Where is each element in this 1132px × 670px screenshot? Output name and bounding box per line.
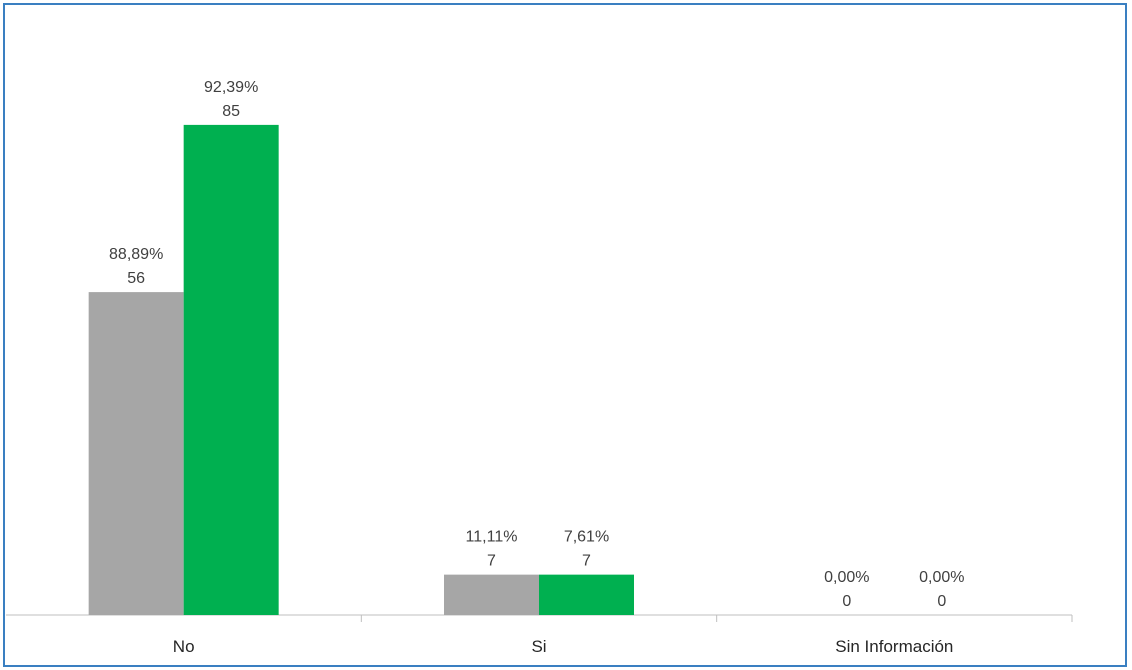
data-label-value: 7 <box>582 553 591 570</box>
bar <box>183 124 279 615</box>
data-label-percent: 7,61% <box>564 529 609 546</box>
data-label-percent: 92,39% <box>204 79 258 96</box>
data-label-value: 0 <box>842 593 851 610</box>
data-label-percent: 11,11% <box>466 529 518 546</box>
data-label-percent: 0,00% <box>824 569 869 586</box>
data-label-percent: 88,89% <box>109 246 163 263</box>
data-label-value: 85 <box>222 103 240 120</box>
category-label: Si <box>531 637 546 656</box>
bar <box>88 292 184 615</box>
category-labels: No Si Sin Información <box>173 637 954 656</box>
category-label: Sin Información <box>835 637 953 656</box>
bars <box>88 124 634 615</box>
x-axis-ticks <box>360 615 1073 622</box>
data-label-value: 56 <box>127 270 145 287</box>
data-label-value: 0 <box>937 593 946 610</box>
data-label-percent: 0,00% <box>919 569 964 586</box>
data-label-value: 7 <box>487 553 496 570</box>
bar <box>444 574 539 615</box>
bar <box>539 574 634 615</box>
category-label: No <box>173 637 195 656</box>
data-labels: 88,89% 56 92,39% 85 11,11% 7 7,61% 7 0,00% 0 0,00%… <box>109 79 964 610</box>
